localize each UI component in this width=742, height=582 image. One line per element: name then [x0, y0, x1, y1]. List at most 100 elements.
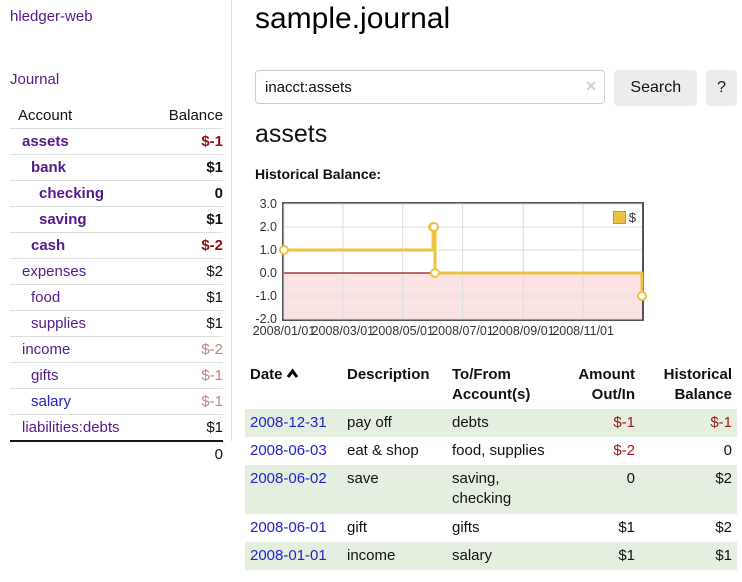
accounts-total-spacer	[10, 440, 153, 467]
chart-plot-area: $	[279, 202, 647, 321]
account-balance: $-2	[152, 232, 223, 259]
accounts-header-account: Account	[18, 107, 73, 124]
account-balance: $-1	[152, 388, 223, 415]
transaction-date-link[interactable]: 2008-06-01	[250, 518, 327, 536]
transaction-accounts: food, supplies	[452, 441, 545, 459]
register-header-amount: Amount Out/In	[578, 366, 635, 404]
transaction-accounts: saving, checking	[452, 470, 512, 508]
transaction-balance: $2	[715, 470, 732, 487]
transaction-amount: $-2	[613, 441, 635, 459]
transaction-date-link[interactable]: 2008-12-31	[250, 413, 327, 431]
x-axis-tick-label: 2008/11/01	[552, 324, 614, 338]
transaction-description: save	[347, 470, 379, 487]
transaction-amount: $1	[618, 518, 635, 536]
transaction-description: pay off	[347, 413, 392, 431]
account-balance: $1	[152, 284, 223, 311]
transaction-date-link[interactable]: 2008-01-01	[250, 546, 327, 564]
transaction-amount: $1	[618, 546, 635, 564]
search-button[interactable]: Search	[614, 70, 698, 106]
data-point-marker	[637, 291, 647, 301]
app-title-link[interactable]: hledger-web	[10, 8, 93, 25]
account-row: food $1	[10, 284, 223, 311]
transaction-row: 2008-06-01 gift gifts $1 $2	[245, 514, 737, 542]
transaction-balance: 0	[723, 441, 732, 459]
account-link[interactable]: gifts	[31, 367, 59, 384]
transaction-date-link[interactable]: 2008-06-02	[250, 470, 327, 487]
y-axis-tick-label: -1.0	[255, 289, 277, 303]
account-link[interactable]: checking	[39, 185, 105, 202]
transaction-description: eat & shop	[347, 441, 419, 459]
search-bar: × Search ?	[255, 70, 737, 106]
transaction-row: 2008-06-02 save saving, checking 0 $2	[245, 465, 737, 514]
account-row: income $-2	[10, 336, 223, 363]
account-link[interactable]: liabilities:debts	[22, 419, 120, 436]
transaction-balance: $2	[715, 518, 732, 536]
x-axis-tick-label: 2008/05/01	[371, 324, 434, 338]
accounts-table: Account Balance assets $-1 bank $1 check…	[10, 104, 223, 467]
main-content: sample.journal × Search ? assets Histori…	[245, 0, 737, 582]
x-axis-tick-label: 2008/07/01	[431, 324, 494, 338]
accounts-total-balance: 0	[152, 440, 223, 467]
sort-ascending-icon	[286, 368, 298, 378]
account-balance: $1	[152, 206, 223, 233]
account-balance: $1	[152, 154, 223, 181]
transaction-amount: 0	[626, 470, 635, 487]
account-row: supplies $1	[10, 310, 223, 337]
accounts-table-body: assets $-1 bank $1 checking 0 saving $1 …	[10, 128, 223, 441]
chart-title: Historical Balance:	[255, 166, 382, 182]
transaction-description: gift	[347, 518, 368, 536]
transaction-row: 2008-01-01 income salary $1 $1	[245, 541, 737, 570]
chart-ylabels: 3.0 2.0 1.0 0.0 -1.0 -2.0	[255, 198, 282, 325]
register-header-balance: Historical Balance	[663, 366, 732, 404]
account-row: saving $1	[10, 206, 223, 233]
accounts-header-balance: Balance	[168, 107, 223, 124]
transaction-accounts: gifts	[452, 518, 480, 536]
transaction-description: income	[347, 546, 396, 564]
transaction-date-link[interactable]: 2008-06-03	[250, 441, 327, 459]
clear-search-icon[interactable]: ×	[585, 76, 597, 96]
app-title: hledger-web	[10, 8, 223, 25]
page-title: sample.journal	[255, 2, 451, 35]
account-link[interactable]: supplies	[31, 315, 87, 332]
legend-label: $	[628, 210, 636, 225]
register-header-description: Description	[347, 366, 430, 383]
x-axis-tick-label: 2008/01/01	[252, 324, 316, 338]
account-row: gifts $-1	[10, 362, 223, 389]
account-row: cash $-2	[10, 232, 223, 259]
search-input-wrap: ×	[255, 70, 606, 106]
help-button[interactable]: ?	[706, 70, 737, 106]
accounts-table-header-row: Account Balance	[10, 104, 223, 129]
account-link[interactable]: bank	[31, 159, 67, 176]
register-header-row: Date Description To/From Account(s) Amou…	[245, 362, 737, 409]
register-header-date[interactable]: Date	[245, 362, 342, 409]
account-link[interactable]: assets	[22, 133, 69, 150]
search-input[interactable]	[255, 70, 606, 104]
account-link[interactable]: expenses	[22, 263, 87, 280]
chart-xlabels: 2008/01/01 2008/03/01 2008/05/01 2008/07/01…	[253, 321, 644, 338]
transaction-accounts: debts	[452, 413, 489, 431]
account-balance: $2	[152, 258, 223, 285]
accounts-total-row: 0	[10, 440, 223, 467]
account-link[interactable]: saving	[39, 211, 87, 228]
account-heading: assets	[255, 120, 328, 148]
transaction-row: 2008-12-31 pay off debts $-1 $-1	[245, 408, 737, 437]
account-balance: $1	[152, 414, 223, 441]
account-link[interactable]: cash	[31, 237, 66, 254]
y-axis-tick-label: 2.0	[259, 220, 277, 234]
account-balance: $1	[152, 310, 223, 337]
account-balance: $-2	[152, 336, 223, 363]
account-link[interactable]: food	[31, 289, 61, 306]
data-point-marker	[279, 245, 289, 255]
account-row: liabilities:debts $1	[10, 414, 223, 441]
transaction-balance: $1	[715, 546, 732, 564]
account-link[interactable]: salary	[31, 393, 72, 410]
account-balance: 0	[152, 180, 223, 207]
y-axis-tick-label: 3.0	[259, 197, 277, 211]
account-link[interactable]: income	[22, 341, 71, 358]
register-table: Date Description To/From Account(s) Amou…	[245, 362, 737, 570]
data-point-marker	[430, 268, 441, 278]
account-row: checking 0	[10, 180, 223, 207]
sidebar-item-journal[interactable]: Journal	[10, 71, 60, 88]
data-point-marker	[429, 222, 440, 232]
y-axis-tick-label: -2.0	[255, 312, 277, 326]
